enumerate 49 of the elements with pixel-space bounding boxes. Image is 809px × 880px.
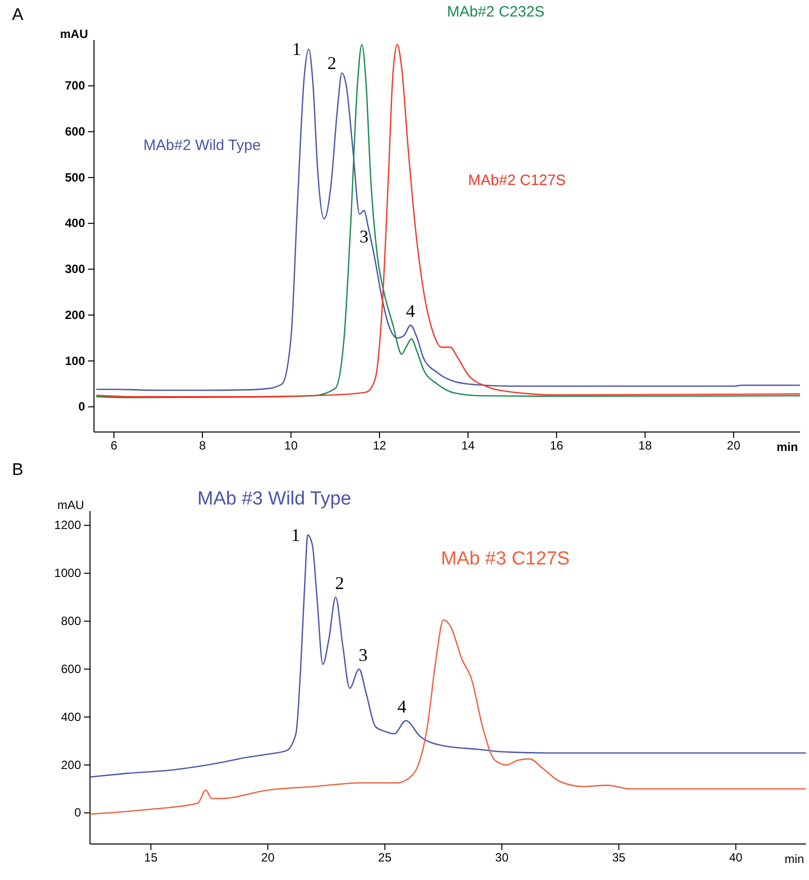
annotation: 2 — [335, 573, 344, 594]
annotation: 1 — [292, 39, 302, 60]
y-axis-title: mAU — [60, 27, 88, 41]
y-tick-label: 1200 — [54, 518, 82, 532]
y-tick-label: 200 — [60, 758, 82, 772]
y-tick-label: 400 — [64, 216, 86, 230]
x-tick-label: 8 — [199, 438, 206, 453]
annotation: 4 — [397, 696, 406, 717]
y-tick-label: 400 — [60, 710, 82, 724]
text: MAb#2 Wild Type — [143, 136, 261, 154]
y-tick-label: 600 — [60, 662, 82, 676]
x-tick-label: 6 — [110, 438, 118, 453]
x-tick-label: 35 — [612, 850, 626, 865]
x-tick-label: 15 — [144, 850, 158, 865]
y-tick-label: 300 — [64, 262, 86, 276]
annotation: 3 — [358, 645, 368, 666]
y-tick-label: 800 — [60, 614, 82, 628]
chart-title: B — [12, 460, 24, 479]
x-tick-label: 18 — [638, 438, 652, 453]
y-tick-label: 100 — [64, 354, 86, 368]
annotation: 1 — [291, 524, 300, 545]
x-tick-label: 10 — [284, 438, 298, 453]
annotation: 2 — [327, 53, 336, 74]
x-tick-label: 16 — [550, 438, 564, 453]
x-axis-title: min — [776, 440, 798, 454]
chart-title: A — [12, 5, 24, 24]
x-tick-label: 12 — [372, 438, 386, 453]
y-tick-label: 0 — [74, 806, 82, 820]
y-tick-label: 600 — [64, 124, 86, 139]
x-tick-label: 40 — [729, 850, 743, 865]
y-tick-label: 200 — [64, 308, 86, 322]
text: MAb #3 Wild Type — [197, 488, 352, 510]
text: MAb#2 C127S — [468, 172, 566, 190]
annotation: 4 — [406, 301, 415, 322]
text: MAb#2 C232S — [447, 3, 545, 20]
y-tick-label: 700 — [64, 78, 86, 93]
y-tick-label: 1000 — [54, 566, 82, 580]
x-tick-label: 20 — [261, 850, 275, 865]
y-axis-title: mAU — [57, 498, 84, 512]
x-axis-title: min — [784, 852, 804, 866]
line-series — [89, 619, 807, 815]
y-tick-label: 0 — [78, 400, 86, 414]
x-tick-label: 20 — [726, 438, 741, 453]
y-tick-label: 500 — [64, 170, 86, 184]
text: MAb #3 C127S — [440, 548, 570, 570]
x-tick-label: 25 — [378, 850, 392, 865]
x-tick-label: 14 — [461, 438, 476, 453]
x-tick-label: 30 — [495, 850, 509, 865]
annotation: 3 — [360, 226, 369, 247]
